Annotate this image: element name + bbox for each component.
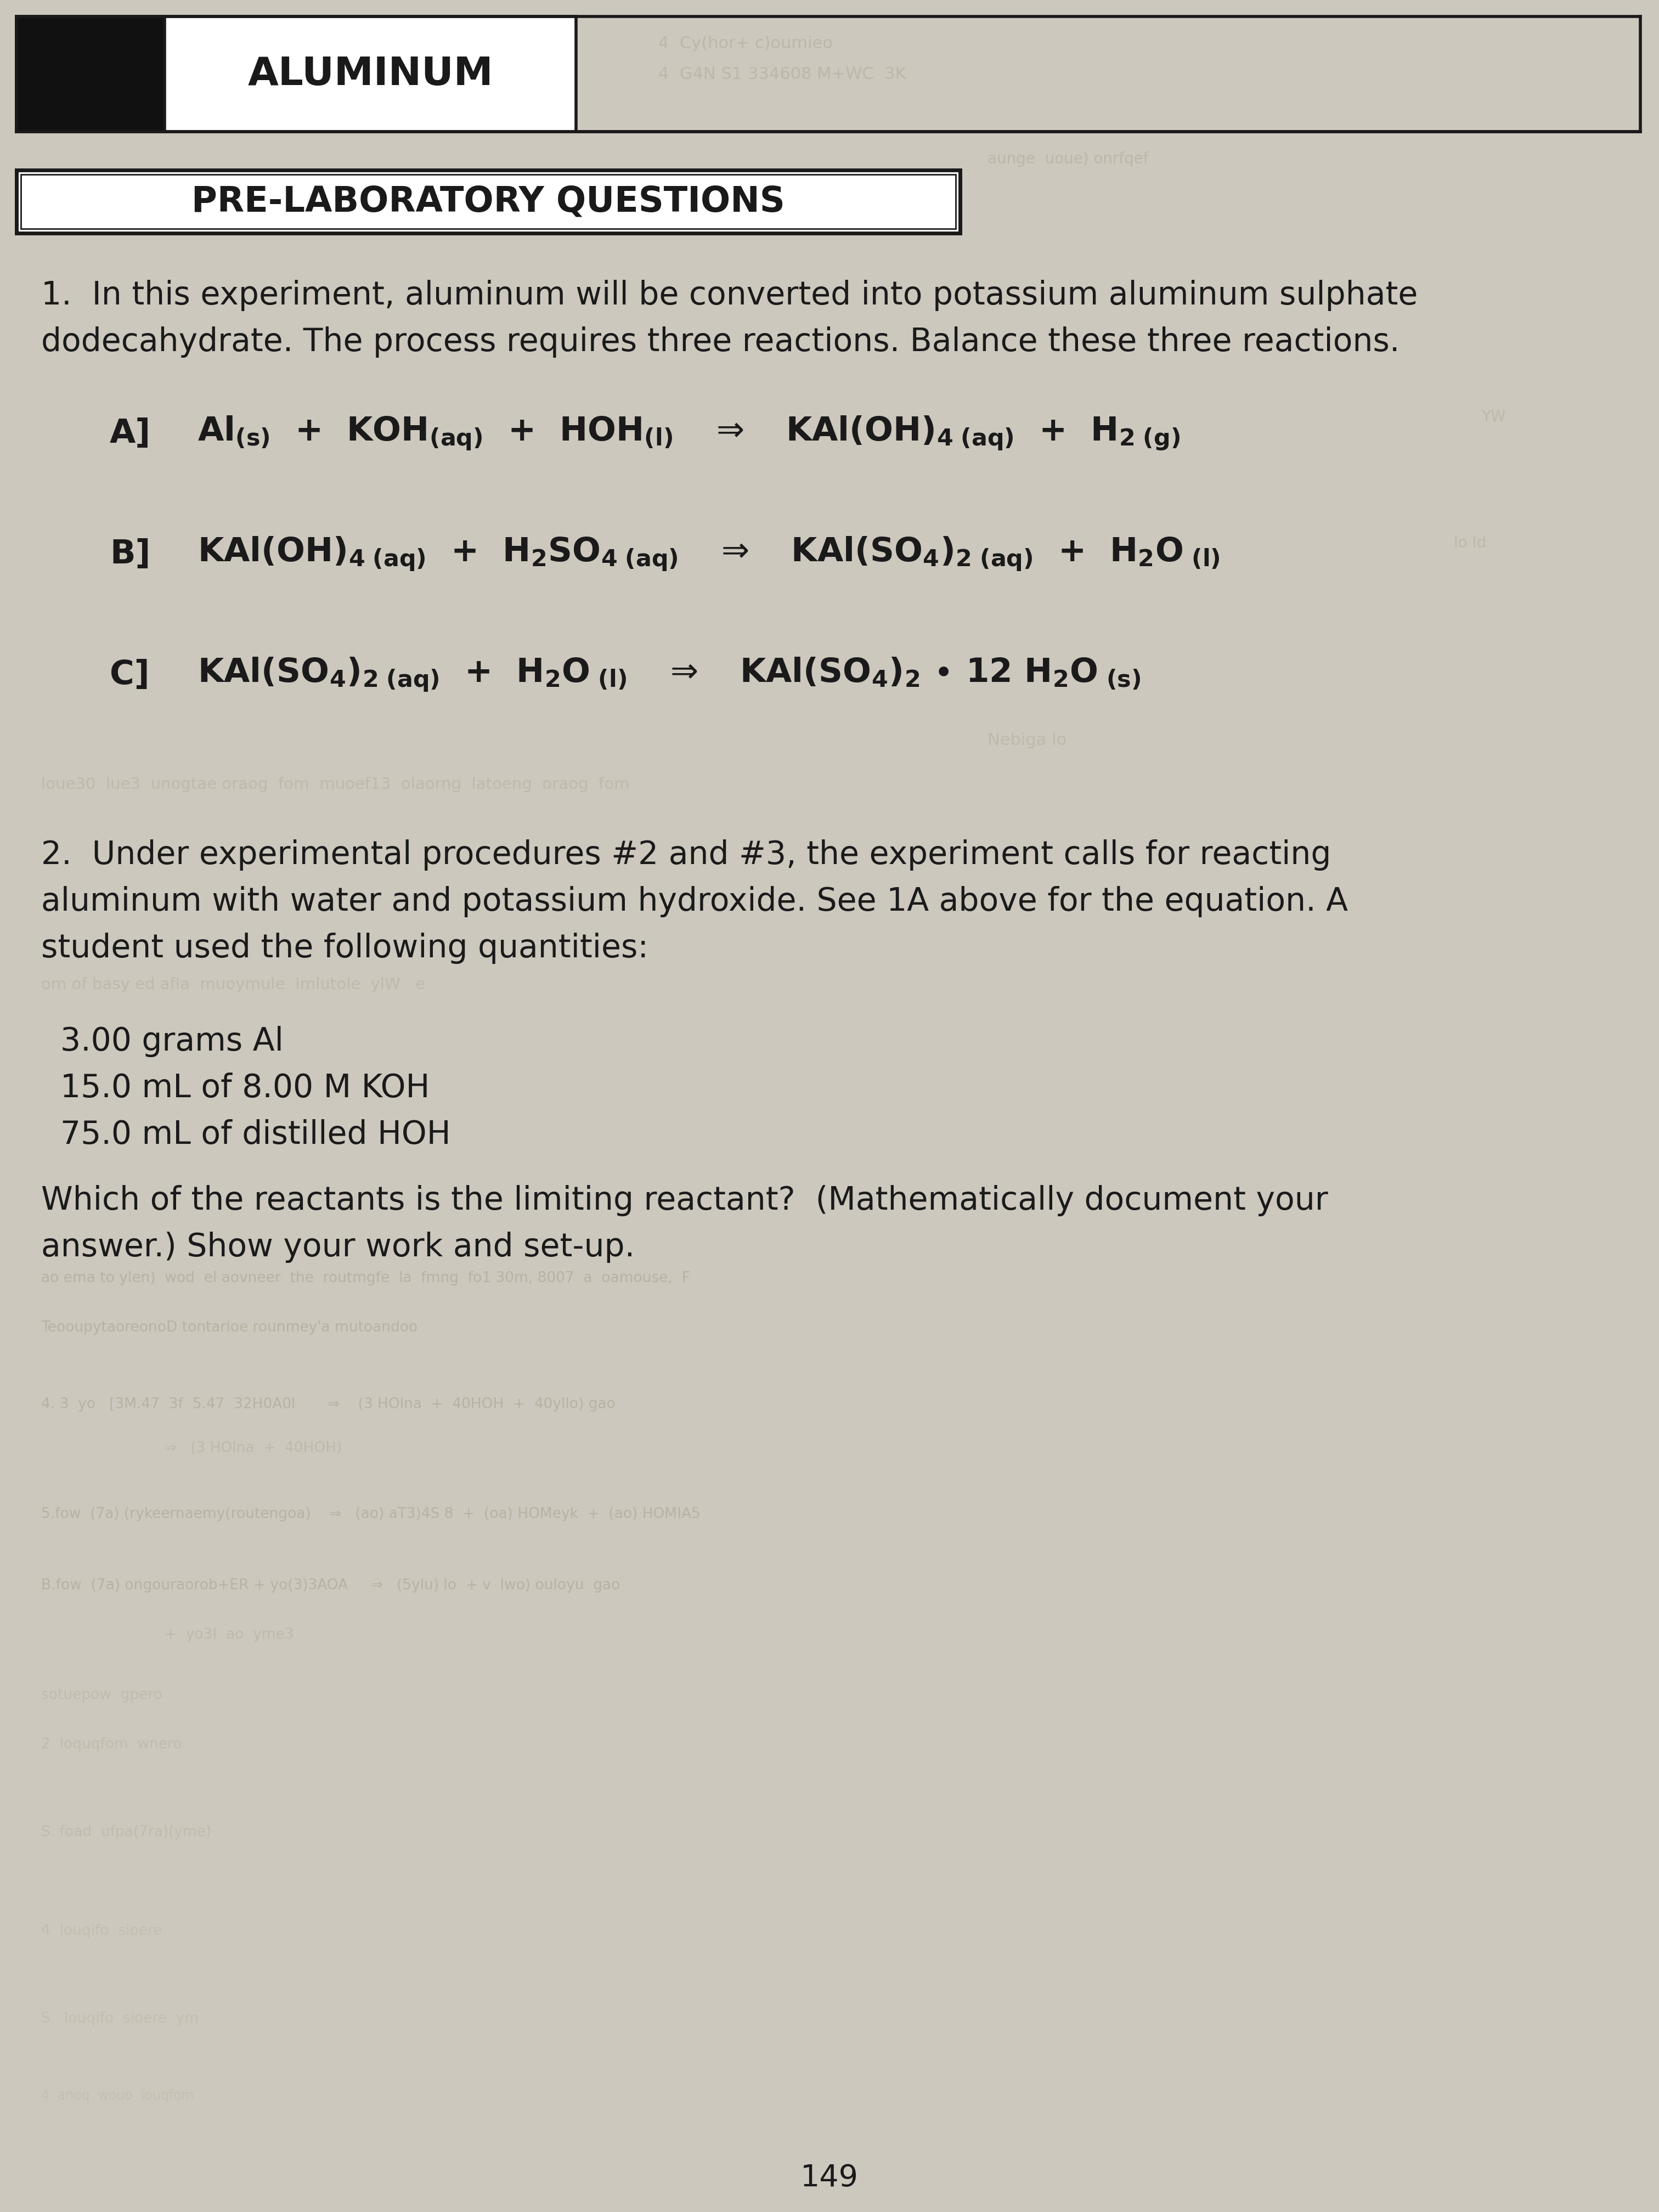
Text: answer.) Show your work and set-up.: answer.) Show your work and set-up. xyxy=(41,1232,635,1263)
Text: 4  G4N S1 334608 M+WC  3K: 4 G4N S1 334608 M+WC 3K xyxy=(659,66,906,82)
Text: sotuepow  gpero: sotuepow gpero xyxy=(41,1688,163,1703)
Text: KAl(SO$_\mathbf{4}$)$_\mathbf{2\ (aq)}$  +  H$_\mathbf{2}$O$_\mathbf{\ (l)}$   $: KAl(SO$_\mathbf{4}$)$_\mathbf{2\ (aq)}$ … xyxy=(197,657,1141,695)
Text: 15.0 mL of 8.00 M KOH: 15.0 mL of 8.00 M KOH xyxy=(60,1073,430,1104)
Text: ALUMINUM: ALUMINUM xyxy=(247,55,493,93)
Text: S.  louqifo  sioere  ym: S. louqifo sioere ym xyxy=(41,2011,199,2026)
Text: 4  louqifo  sioere: 4 louqifo sioere xyxy=(41,1924,163,1938)
Text: 75.0 mL of distilled HOH: 75.0 mL of distilled HOH xyxy=(60,1119,451,1150)
Text: 4  anoq  wouo  louqfom: 4 anoq wouo louqfom xyxy=(41,2088,194,2101)
Text: 5.fow  (7a) (rykeernaemy(routengoa)    ⇒   (ao) aT3)4S 8  +  (oa) HOMeyk  +  (ao: 5.fow (7a) (rykeernaemy(routengoa) ⇒ (ao… xyxy=(41,1506,700,1522)
Text: TeooupytaoreonoD tontarioe rounmey'a mutoandoo: TeooupytaoreonoD tontarioe rounmey'a mut… xyxy=(41,1321,418,1334)
Text: 149: 149 xyxy=(800,2163,859,2192)
Text: om of basy ed afla  muoymule  Imlutole  ylW   e: om of basy ed afla muoymule Imlutole ylW… xyxy=(41,978,425,993)
Text: Which of the reactants is the limiting reactant?  (Mathematically document your: Which of the reactants is the limiting r… xyxy=(41,1186,1329,1217)
Text: PRE-LABORATORY QUESTIONS: PRE-LABORATORY QUESTIONS xyxy=(191,184,785,219)
Text: KAl(OH)$_\mathbf{4\ (aq)}$  +  H$_\mathbf{2}$SO$_\mathbf{4\ (aq)}$   $\Rightarro: KAl(OH)$_\mathbf{4\ (aq)}$ + H$_\mathbf{… xyxy=(197,535,1219,573)
Text: loue30  lue3  unogtae oraog  fom  muoef13  olaorng  latoeng  oraog  fom: loue30 lue3 unogtae oraog fom muoef13 ol… xyxy=(41,776,630,792)
Text: dodecahydrate. The process requires three reactions. Balance these three reactio: dodecahydrate. The process requires thre… xyxy=(41,327,1400,358)
Text: B]: B] xyxy=(109,538,151,571)
Text: aluminum with water and potassium hydroxide. See 1A above for the equation. A: aluminum with water and potassium hydrox… xyxy=(41,887,1347,918)
Text: student used the following quantities:: student used the following quantities: xyxy=(41,933,649,964)
Text: +  yo3I  ao  yme3: + yo3I ao yme3 xyxy=(164,1628,294,1641)
Text: ⇒   (3 HOlna  +  40HOH): ⇒ (3 HOlna + 40HOH) xyxy=(164,1442,342,1455)
Bar xyxy=(17,15,164,133)
Text: Al$_\mathbf{(s)}$  +  KOH$_\mathbf{(aq)}$  +  HOH$_\mathbf{(l)}$   $\Rightarrow$: Al$_\mathbf{(s)}$ + KOH$_\mathbf{(aq)}$ … xyxy=(197,414,1180,451)
Text: YW: YW xyxy=(1481,409,1506,425)
Text: lo Id: lo Id xyxy=(1453,535,1486,551)
Text: aunge  uoue) onrfqef: aunge uoue) onrfqef xyxy=(987,150,1148,166)
Bar xyxy=(22,175,956,228)
Text: B.fow  (7a) ongouraorob+ER + yo(3)3AOA     ⇒   (5ylu) lo  + v  lwo) ouloyu  gao: B.fow (7a) ongouraorob+ER + yo(3)3AOA ⇒ … xyxy=(41,1579,620,1593)
Bar xyxy=(17,15,1641,133)
Text: ao ema to ylen)  wod  el aovneer  the  routmgfe  la  fmng  fo1 30m, 8007  a  oam: ao ema to ylen) wod el aovneer the routm… xyxy=(41,1272,690,1285)
Text: 3.00 grams Al: 3.00 grams Al xyxy=(60,1026,284,1057)
Text: S. foad  ufpa(7ra)(yme): S. foad ufpa(7ra)(yme) xyxy=(41,1825,211,1840)
Bar xyxy=(17,15,576,133)
Text: 4. 3  yo   [3M.47  3f  5.47  32H0A0l       ⇒    (3 HOlna  +  40HOH  +  40yllo) g: 4. 3 yo [3M.47 3f 5.47 32H0A0l ⇒ (3 HOln… xyxy=(41,1398,615,1411)
Bar xyxy=(17,170,961,232)
Text: A]: A] xyxy=(109,418,151,449)
Text: 2  loquqfom  wnero: 2 loquqfom wnero xyxy=(41,1736,182,1752)
Text: 1.  In this experiment, aluminum will be converted into potassium aluminum sulph: 1. In this experiment, aluminum will be … xyxy=(41,279,1418,312)
Text: Nebiga lo: Nebiga lo xyxy=(987,732,1067,748)
Text: 2.  Under experimental procedures #2 and #3, the experiment calls for reacting: 2. Under experimental procedures #2 and … xyxy=(41,838,1331,872)
Text: C]: C] xyxy=(109,659,149,690)
Text: 4  Cy(hor+ c)oumieo: 4 Cy(hor+ c)oumieo xyxy=(659,35,833,51)
